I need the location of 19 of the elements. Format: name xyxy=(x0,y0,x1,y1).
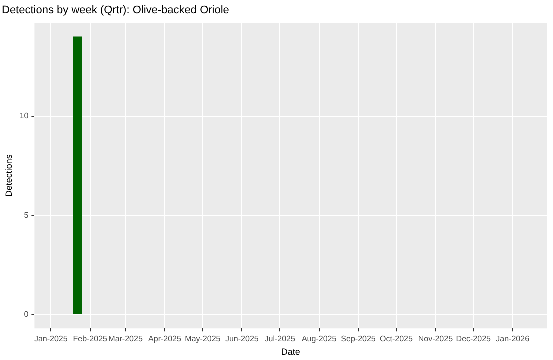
y-axis-title: Detections xyxy=(4,154,14,198)
x-tick-label: Sep-2025 xyxy=(341,334,376,344)
y-tick-label: 5 xyxy=(24,210,30,220)
x-tick-label: Jan-2025 xyxy=(34,334,68,344)
x-tick-label: Apr-2025 xyxy=(148,334,182,344)
chart-title: Detections by week (Qrtr): Olive-backed Oriole xyxy=(2,4,230,17)
x-tick-label: Oct-2025 xyxy=(380,334,414,344)
y-tick-label: 10 xyxy=(20,112,30,121)
x-tick-label: Feb-2025 xyxy=(73,334,108,344)
x-tick-label: May-2025 xyxy=(185,334,222,344)
x-tick-label: Nov-2025 xyxy=(418,334,454,344)
x-tick-label: Jan-2026 xyxy=(496,334,530,344)
x-tick-label: Jul-2025 xyxy=(264,334,296,344)
x-tick-label: Jun-2025 xyxy=(225,334,260,344)
y-tick-label: 0 xyxy=(24,310,30,319)
x-tick-label: Mar-2025 xyxy=(108,334,144,344)
x-tick-label: Aug-2025 xyxy=(302,334,338,344)
x-axis-title: Date xyxy=(281,347,300,358)
x-tick-label: Dec-2025 xyxy=(456,334,492,344)
